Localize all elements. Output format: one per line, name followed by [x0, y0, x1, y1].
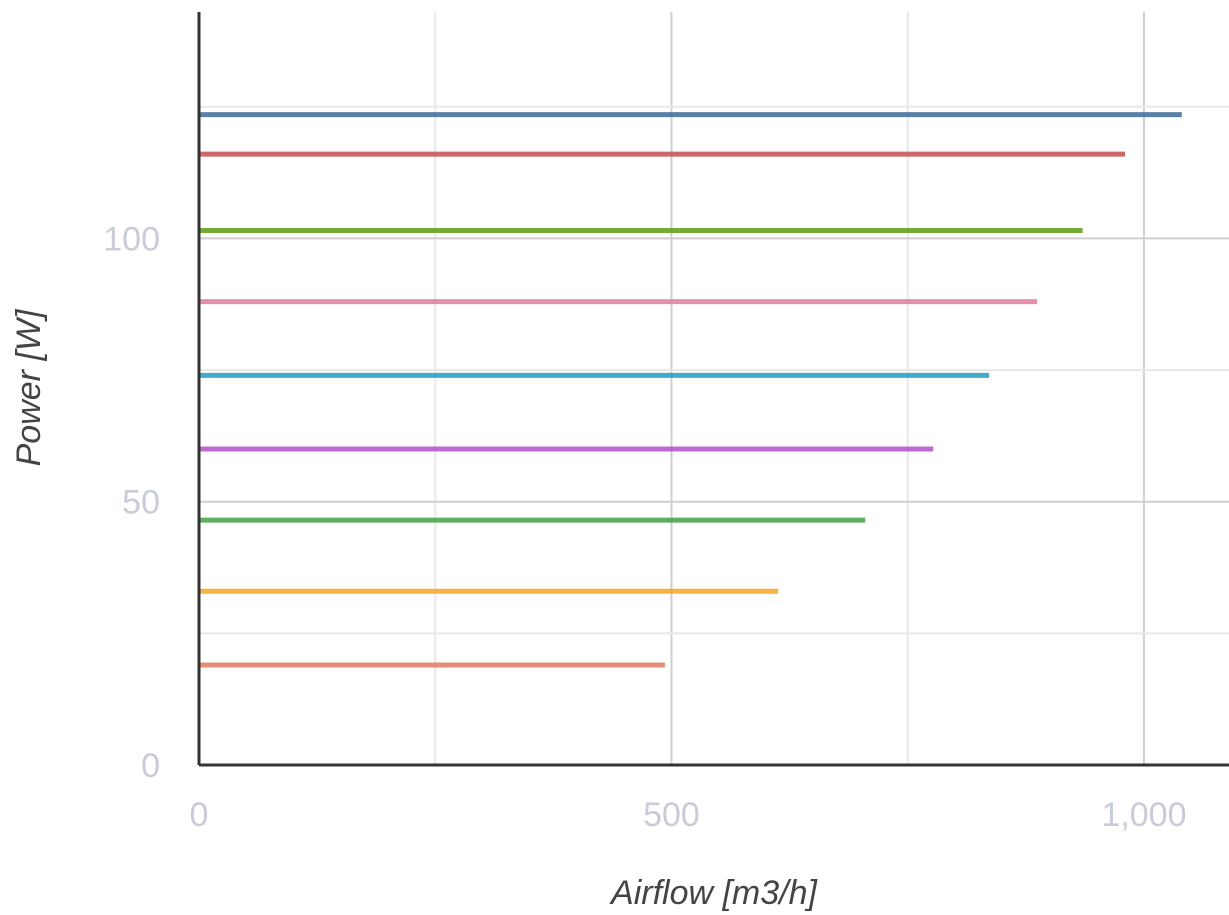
x-axis-title: Airflow [m3/h]: [609, 874, 818, 912]
x-tick-label: 500: [643, 796, 700, 834]
x-tick-labels: 0 500 1,000: [190, 796, 1187, 834]
y-tick-label: 0: [141, 747, 160, 785]
y-tick-labels: 0 50 100: [103, 220, 160, 785]
x-tick-label: 0: [190, 796, 209, 834]
x-tick-label: 1,000: [1101, 796, 1186, 834]
y-axis-title: Power [W]: [10, 308, 48, 466]
series-layer: [199, 112, 1182, 668]
y-tick-label: 100: [103, 220, 160, 258]
y-gridlines: [199, 105, 1229, 635]
y-tick-label: 50: [122, 484, 160, 522]
x-gridlines: [434, 12, 1145, 765]
